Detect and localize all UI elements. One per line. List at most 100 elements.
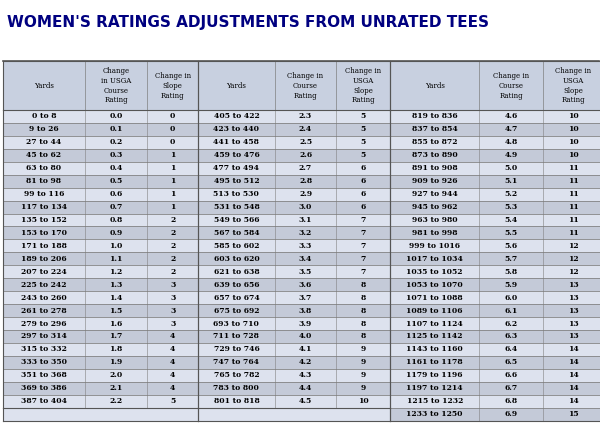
Text: 1089 to 1106: 1089 to 1106 <box>406 307 463 315</box>
Text: 6.9: 6.9 <box>505 410 518 418</box>
Text: 2.7: 2.7 <box>299 164 312 172</box>
Text: 6: 6 <box>361 177 366 185</box>
Text: 7: 7 <box>361 229 366 237</box>
Text: 657 to 674: 657 to 674 <box>214 294 259 301</box>
Text: 2.6: 2.6 <box>299 151 312 159</box>
Text: 1035 to 1052: 1035 to 1052 <box>406 268 463 276</box>
Text: 1.5: 1.5 <box>109 307 123 315</box>
Text: 4.1: 4.1 <box>299 346 312 354</box>
Text: 2.4: 2.4 <box>299 126 312 134</box>
Text: 0.1: 0.1 <box>109 126 123 134</box>
Text: 513 to 530: 513 to 530 <box>214 190 259 198</box>
Text: Yards: Yards <box>34 82 54 90</box>
Text: 5.5: 5.5 <box>505 229 518 237</box>
Text: 14: 14 <box>568 397 578 405</box>
Text: 189 to 206: 189 to 206 <box>21 255 67 263</box>
Text: 243 to 260: 243 to 260 <box>21 294 67 301</box>
Text: 3.0: 3.0 <box>299 203 312 211</box>
Text: 6.5: 6.5 <box>505 358 518 366</box>
Text: 10: 10 <box>568 138 578 146</box>
Text: WOMEN'S RATINGS ADJUSTMENTS FROM UNRATED TEES: WOMEN'S RATINGS ADJUSTMENTS FROM UNRATED… <box>7 15 489 30</box>
Text: 3.9: 3.9 <box>299 320 312 327</box>
Text: 2.1: 2.1 <box>109 384 123 392</box>
Text: 4: 4 <box>170 384 175 392</box>
Text: 837 to 854: 837 to 854 <box>412 126 458 134</box>
Text: 5.3: 5.3 <box>505 203 518 211</box>
Text: 6.2: 6.2 <box>505 320 518 327</box>
Text: 6: 6 <box>361 203 366 211</box>
Text: 2.8: 2.8 <box>299 177 312 185</box>
Text: 5.6: 5.6 <box>505 242 518 250</box>
Text: 783 to 800: 783 to 800 <box>214 384 259 392</box>
Text: 13: 13 <box>568 332 578 340</box>
Text: 5.8: 5.8 <box>505 268 518 276</box>
Text: 3.3: 3.3 <box>299 242 312 250</box>
Text: 0.4: 0.4 <box>109 164 123 172</box>
Text: 11: 11 <box>568 203 578 211</box>
Text: 1.3: 1.3 <box>109 281 123 289</box>
Text: 10: 10 <box>568 112 578 120</box>
Text: 945 to 962: 945 to 962 <box>412 203 457 211</box>
Text: 45 to 62: 45 to 62 <box>26 151 61 159</box>
Text: 13: 13 <box>568 294 578 301</box>
Text: 1053 to 1070: 1053 to 1070 <box>406 281 463 289</box>
Text: 117 to 134: 117 to 134 <box>21 203 67 211</box>
Text: 0.2: 0.2 <box>109 138 123 146</box>
Text: 2.9: 2.9 <box>299 190 312 198</box>
Text: 1: 1 <box>170 177 175 185</box>
Text: 11: 11 <box>568 177 578 185</box>
Text: 135 to 152: 135 to 152 <box>21 216 67 224</box>
Text: 2: 2 <box>170 255 175 263</box>
Text: 5: 5 <box>361 151 366 159</box>
Text: 3: 3 <box>170 320 175 327</box>
Text: 6.6: 6.6 <box>505 371 518 379</box>
Text: 639 to 656: 639 to 656 <box>214 281 259 289</box>
Text: 1.4: 1.4 <box>109 294 123 301</box>
Text: 1.6: 1.6 <box>109 320 123 327</box>
Text: 7: 7 <box>361 255 366 263</box>
Text: 297 to 314: 297 to 314 <box>21 332 67 340</box>
Text: 9: 9 <box>361 384 366 392</box>
Text: 6.3: 6.3 <box>505 332 518 340</box>
Text: 855 to 872: 855 to 872 <box>412 138 457 146</box>
Text: 99 to 116: 99 to 116 <box>24 190 64 198</box>
Text: 8: 8 <box>361 281 366 289</box>
Text: 891 to 908: 891 to 908 <box>412 164 458 172</box>
Text: 4.9: 4.9 <box>505 151 518 159</box>
Text: 5: 5 <box>361 138 366 146</box>
Text: 4.4: 4.4 <box>299 384 312 392</box>
Text: 5.9: 5.9 <box>505 281 518 289</box>
Text: 3.6: 3.6 <box>299 281 312 289</box>
Text: 8: 8 <box>361 307 366 315</box>
Text: 1179 to 1196: 1179 to 1196 <box>406 371 463 379</box>
Text: 0: 0 <box>170 126 175 134</box>
Text: 11: 11 <box>568 190 578 198</box>
Text: 8: 8 <box>361 294 366 301</box>
Text: 4.0: 4.0 <box>299 332 312 340</box>
Text: Change
in USGA
Course
Rating: Change in USGA Course Rating <box>101 67 131 104</box>
Text: Change in
Course
Rating: Change in Course Rating <box>493 72 529 100</box>
Text: 0.8: 0.8 <box>109 216 123 224</box>
Text: 549 to 566: 549 to 566 <box>214 216 259 224</box>
Text: Change in
Slope
Rating: Change in Slope Rating <box>155 72 191 100</box>
Text: 459 to 476: 459 to 476 <box>214 151 259 159</box>
Text: 405 to 422: 405 to 422 <box>214 112 259 120</box>
Text: 0 to 8: 0 to 8 <box>32 112 56 120</box>
Text: 279 to 296: 279 to 296 <box>21 320 67 327</box>
Text: 729 to 746: 729 to 746 <box>214 346 259 354</box>
Text: 4: 4 <box>170 332 175 340</box>
Text: 0.9: 0.9 <box>109 229 123 237</box>
Text: 0.5: 0.5 <box>109 177 123 185</box>
Text: 1.1: 1.1 <box>109 255 123 263</box>
Text: 1215 to 1232: 1215 to 1232 <box>407 397 463 405</box>
Text: 7: 7 <box>361 268 366 276</box>
Text: 819 to 836: 819 to 836 <box>412 112 458 120</box>
Text: 765 to 782: 765 to 782 <box>214 371 259 379</box>
Text: 3.7: 3.7 <box>299 294 312 301</box>
Text: 4: 4 <box>170 358 175 366</box>
Text: Change in
USGA
Slope
Rating: Change in USGA Slope Rating <box>345 67 381 104</box>
Text: 6.8: 6.8 <box>505 397 518 405</box>
Text: 9 to 26: 9 to 26 <box>29 126 59 134</box>
Text: 2: 2 <box>170 242 175 250</box>
Text: 1161 to 1178: 1161 to 1178 <box>406 358 463 366</box>
